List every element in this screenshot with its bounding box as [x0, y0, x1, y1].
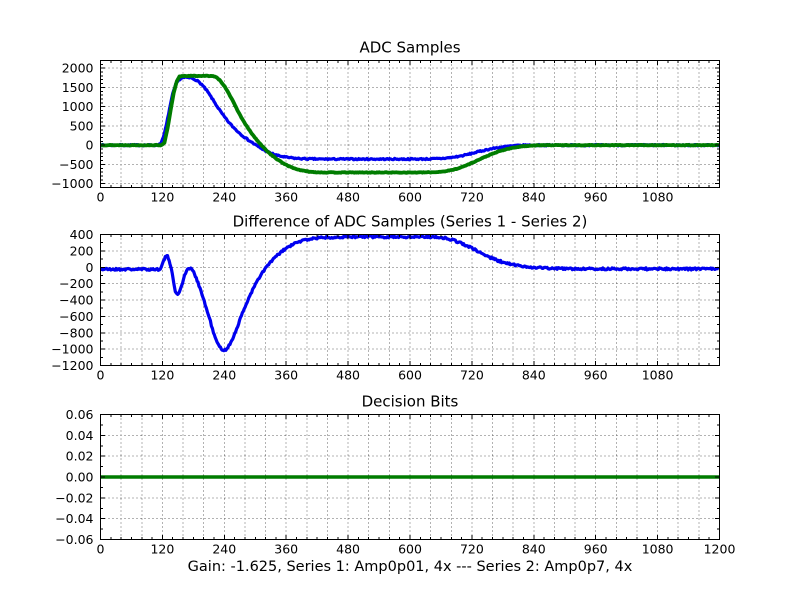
- y-tick-label: 500: [70, 118, 94, 133]
- y-tick-label: 400: [70, 227, 94, 242]
- gridlines: [100, 234, 720, 366]
- subplot-adc-samples: 0 120 240 360 480 600 720 840 960 1080 2000 1500 100…: [51, 39, 720, 205]
- x-tick-label: 240: [212, 542, 236, 557]
- figure-xlabel: Gain: -1.625, Series 1: Amp0p01, 4x --- …: [187, 559, 633, 575]
- x-tick-label: 720: [460, 542, 484, 557]
- gridlines: [100, 414, 720, 540]
- y-tick-label: 0.00: [66, 470, 94, 485]
- y-tick-label: −1000: [51, 176, 93, 191]
- y-tick-label: −0.04: [55, 511, 93, 526]
- y-tick-label: 2000: [62, 61, 94, 76]
- y-tick-label: −200: [59, 276, 93, 291]
- x-tick-label: 840: [522, 190, 546, 205]
- x-tick-label: 1080: [642, 368, 674, 383]
- y-tick-label: 0: [86, 260, 94, 275]
- y-tick-label: −0.02: [55, 490, 93, 505]
- tick-marks: [100, 414, 720, 540]
- x-tick-label: 600: [398, 190, 422, 205]
- subplot-title-decision-bits: Decision Bits: [362, 393, 459, 411]
- x-tick-label: 240: [212, 190, 236, 205]
- subplot-title-adc-difference: Difference of ADC Samples (Series 1 - Se…: [233, 213, 588, 231]
- tick-labels: 0 120 240 360 480 600 720 840 960 1080 2000 1500 100…: [51, 61, 673, 205]
- subplot-adc-difference: 0 120 240 360 480 600 720 840 960 10804002000−200…: [51, 213, 720, 383]
- x-tick-label: 600: [398, 368, 422, 383]
- x-tick-label: 960: [584, 190, 608, 205]
- x-tick-label: 1200: [704, 542, 736, 557]
- y-tick-label: −600: [59, 309, 93, 324]
- subplot-decision-bits: 0 120 240 360 480 600 720 840 960 1080 1200 0.06 0.0…: [55, 393, 735, 557]
- subplot-title-adc-samples: ADC Samples: [359, 39, 460, 57]
- x-tick-label: 1080: [642, 542, 674, 557]
- y-tick-label: −1000: [51, 342, 93, 357]
- y-tick-label: 0: [86, 138, 94, 153]
- x-tick-label: 120: [150, 368, 174, 383]
- x-tick-label: 360: [274, 368, 298, 383]
- x-tick-label: 1080: [642, 190, 674, 205]
- y-tick-label: −500: [59, 157, 93, 172]
- y-tick-label: −0.06: [55, 532, 93, 547]
- x-tick-label: 480: [336, 542, 360, 557]
- y-tick-label: 1500: [62, 80, 94, 95]
- y-tick-label: −1200: [51, 358, 93, 373]
- series-line-adc-samples-1: [100, 73, 720, 175]
- series-line-adc-difference-0: [100, 234, 720, 353]
- x-tick-label: 960: [584, 542, 608, 557]
- x-tick-label: 120: [150, 542, 174, 557]
- x-tick-label: 480: [336, 368, 360, 383]
- x-tick-label: 840: [522, 368, 546, 383]
- x-tick-label: 240: [212, 368, 236, 383]
- y-tick-label: 0.04: [66, 428, 94, 443]
- y-tick-label: −800: [59, 325, 93, 340]
- x-tick-label: 960: [584, 368, 608, 383]
- x-tick-label: 840: [522, 542, 546, 557]
- x-tick-label: 480: [336, 190, 360, 205]
- x-tick-label: 0: [97, 190, 105, 205]
- tick-marks: [100, 234, 720, 366]
- x-tick-label: 0: [97, 368, 105, 383]
- tick-labels: 0 120 240 360 480 600 720 840 960 1080 1200 0.06 0.0…: [55, 407, 735, 557]
- x-tick-label: 720: [460, 368, 484, 383]
- y-tick-label: 200: [70, 243, 94, 258]
- tick-labels: 0 120 240 360 480 600 720 840 960 10804002000−200…: [51, 227, 673, 383]
- y-tick-label: −400: [59, 293, 93, 308]
- x-tick-label: 360: [274, 542, 298, 557]
- y-tick-label: 1000: [62, 99, 94, 114]
- x-tick-label: 720: [460, 190, 484, 205]
- x-tick-label: 0: [97, 542, 105, 557]
- x-tick-label: 120: [150, 190, 174, 205]
- y-tick-label: 0.06: [66, 407, 94, 422]
- y-tick-label: 0.02: [66, 449, 94, 464]
- tick-marks: [100, 60, 720, 188]
- x-tick-label: 360: [274, 190, 298, 205]
- x-tick-label: 600: [398, 542, 422, 557]
